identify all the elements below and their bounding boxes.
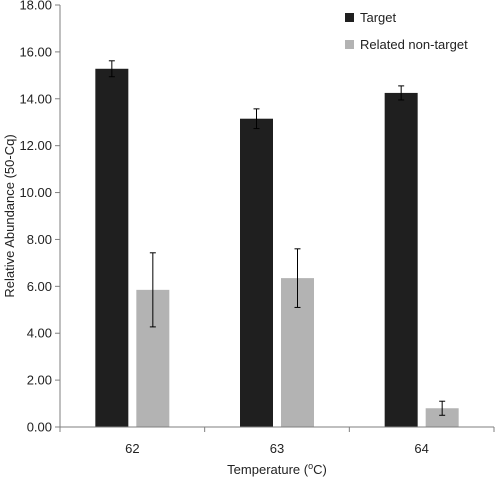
bar-target-64 — [384, 92, 418, 428]
y-tick-label: 10.00 — [19, 185, 52, 200]
x-axis-ticks: 62 63 64 — [59, 427, 495, 456]
x-axis-title-sup: o — [308, 461, 313, 471]
y-tick-label: 6.00 — [27, 279, 52, 294]
y-tick-label: 2.00 — [27, 373, 52, 388]
x-tick-label: 62 — [125, 441, 139, 456]
y-tick-label: 0.00 — [27, 420, 52, 435]
x-axis-title-post: C) — [313, 462, 327, 477]
x-tick-label: 64 — [414, 441, 428, 456]
bar-target-63 — [240, 118, 273, 427]
y-axis-title: Relative Abundance (50-Cq) — [2, 134, 17, 297]
y-tick-label: 4.00 — [27, 326, 52, 341]
legend-label: Target — [360, 10, 397, 25]
bars — [95, 68, 459, 428]
x-axis-title-pre: Temperature ( — [227, 462, 309, 477]
legend: Target Related non-target — [345, 10, 468, 52]
x-tick-label: 63 — [270, 441, 284, 456]
bar-target-62 — [95, 68, 129, 427]
y-tick-label: 18.00 — [19, 0, 52, 13]
y-tick-label: 8.00 — [27, 232, 52, 247]
legend-label: Related non-target — [360, 37, 468, 52]
y-axis-ticks: 0.00 2.00 4.00 6.00 8.00 10.00 12.00 14.00 16.00… — [19, 0, 60, 435]
bar-related-non-target-64 — [425, 408, 459, 427]
x-axis-title: Temperature (oC) — [227, 461, 327, 477]
y-tick-label: 14.00 — [19, 91, 52, 106]
y-tick-label: 12.00 — [19, 138, 52, 153]
error-bars — [108, 60, 446, 416]
legend-swatch — [345, 13, 354, 22]
legend-swatch — [345, 40, 354, 49]
y-tick-label: 16.00 — [19, 44, 52, 59]
